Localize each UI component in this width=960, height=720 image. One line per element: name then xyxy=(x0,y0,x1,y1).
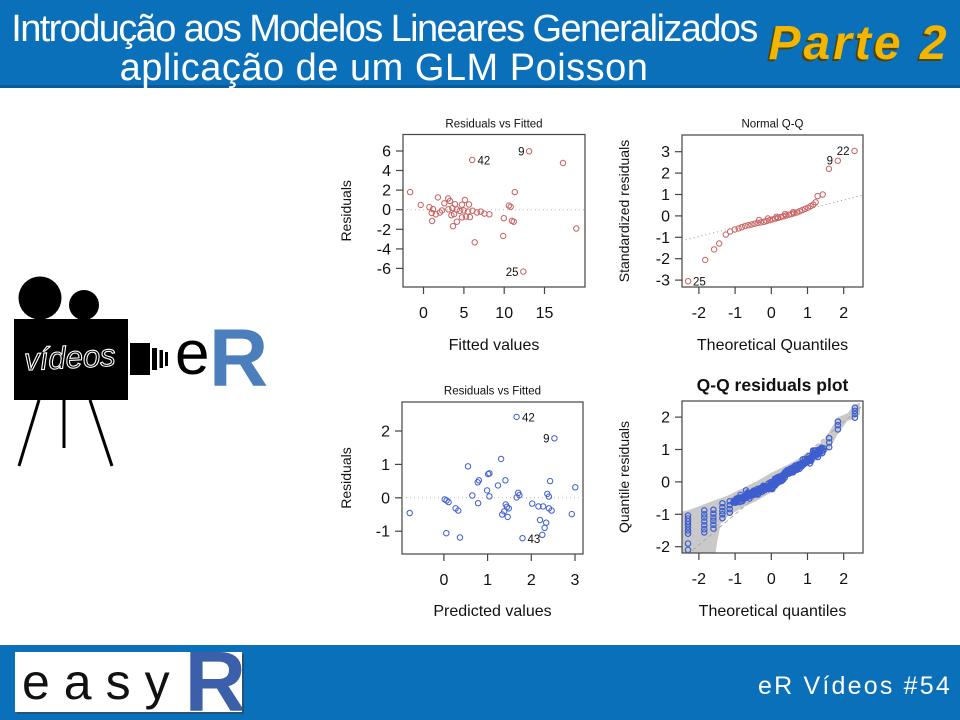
svg-text:25: 25 xyxy=(693,277,706,289)
svg-text:1: 1 xyxy=(661,187,670,204)
svg-text:1: 1 xyxy=(483,572,492,589)
svg-text:6: 6 xyxy=(382,144,391,161)
svg-text:0: 0 xyxy=(419,305,428,322)
svg-text:-4: -4 xyxy=(377,241,391,258)
svg-text:-6: -6 xyxy=(377,261,391,278)
svg-text:43: 43 xyxy=(528,534,541,546)
svg-text:-2: -2 xyxy=(656,539,670,556)
svg-text:-1: -1 xyxy=(656,507,670,524)
svg-text:Residuals vs Fitted: Residuals vs Fitted xyxy=(444,386,541,398)
svg-text:0: 0 xyxy=(439,572,448,589)
svg-text:2: 2 xyxy=(527,572,536,589)
svg-text:0: 0 xyxy=(382,202,391,219)
svg-text:-2: -2 xyxy=(692,305,706,322)
svg-text:0: 0 xyxy=(767,305,776,322)
svg-text:-2: -2 xyxy=(656,251,670,268)
svg-text:9: 9 xyxy=(543,434,549,446)
svg-text:e: e xyxy=(175,319,209,388)
svg-text:Predicted values: Predicted values xyxy=(433,603,551,620)
svg-text:1: 1 xyxy=(381,457,390,474)
svg-text:3: 3 xyxy=(661,144,670,161)
svg-text:9: 9 xyxy=(827,156,833,168)
svg-text:Q-Q residuals plot: Q-Q residuals plot xyxy=(697,375,849,395)
svg-text:0: 0 xyxy=(767,571,776,588)
svg-text:-1: -1 xyxy=(376,524,390,541)
svg-text:0: 0 xyxy=(381,490,390,507)
svg-text:-2: -2 xyxy=(692,571,706,588)
svg-text:0: 0 xyxy=(661,208,670,225)
svg-text:25: 25 xyxy=(506,267,519,279)
svg-text:Standardized residuals: Standardized residuals xyxy=(616,140,632,282)
svg-text:1: 1 xyxy=(661,442,670,459)
svg-text:2: 2 xyxy=(661,166,670,183)
svg-text:-3: -3 xyxy=(656,273,670,290)
svg-text:22: 22 xyxy=(837,146,850,158)
svg-text:Theoretical quantiles: Theoretical quantiles xyxy=(699,603,847,620)
svg-text:Fitted values: Fitted values xyxy=(449,337,540,354)
svg-text:Residuals: Residuals xyxy=(338,447,354,508)
svg-text:-1: -1 xyxy=(656,230,670,247)
svg-text:42: 42 xyxy=(522,413,535,425)
svg-text:Residuals vs Fitted: Residuals vs Fitted xyxy=(445,119,542,131)
svg-text:2: 2 xyxy=(661,410,670,427)
svg-text:9: 9 xyxy=(518,147,524,159)
svg-text:Residuals: Residuals xyxy=(338,180,354,241)
svg-text:Quantile residuals: Quantile residuals xyxy=(616,421,632,533)
svg-text:4: 4 xyxy=(382,163,391,180)
svg-text:5: 5 xyxy=(459,305,468,322)
svg-text:10: 10 xyxy=(495,305,513,322)
svg-text:R: R xyxy=(209,313,268,404)
svg-text:2: 2 xyxy=(381,424,390,441)
svg-text:-1: -1 xyxy=(728,571,742,588)
svg-text:2: 2 xyxy=(839,305,848,322)
svg-text:15: 15 xyxy=(536,305,554,322)
svg-text:-1: -1 xyxy=(728,305,742,322)
svg-text:Normal Q-Q: Normal Q-Q xyxy=(742,119,804,131)
svg-text:3: 3 xyxy=(571,572,580,589)
svg-text:vídeos: vídeos xyxy=(23,338,116,378)
svg-text:2: 2 xyxy=(382,183,391,200)
svg-text:2: 2 xyxy=(839,571,848,588)
svg-text:1: 1 xyxy=(803,305,812,322)
svg-text:42: 42 xyxy=(478,156,491,168)
svg-text:0: 0 xyxy=(661,474,670,491)
svg-text:1: 1 xyxy=(803,571,812,588)
svg-text:Theoretical Quantiles: Theoretical Quantiles xyxy=(697,337,848,354)
svg-text:-2: -2 xyxy=(377,222,391,239)
